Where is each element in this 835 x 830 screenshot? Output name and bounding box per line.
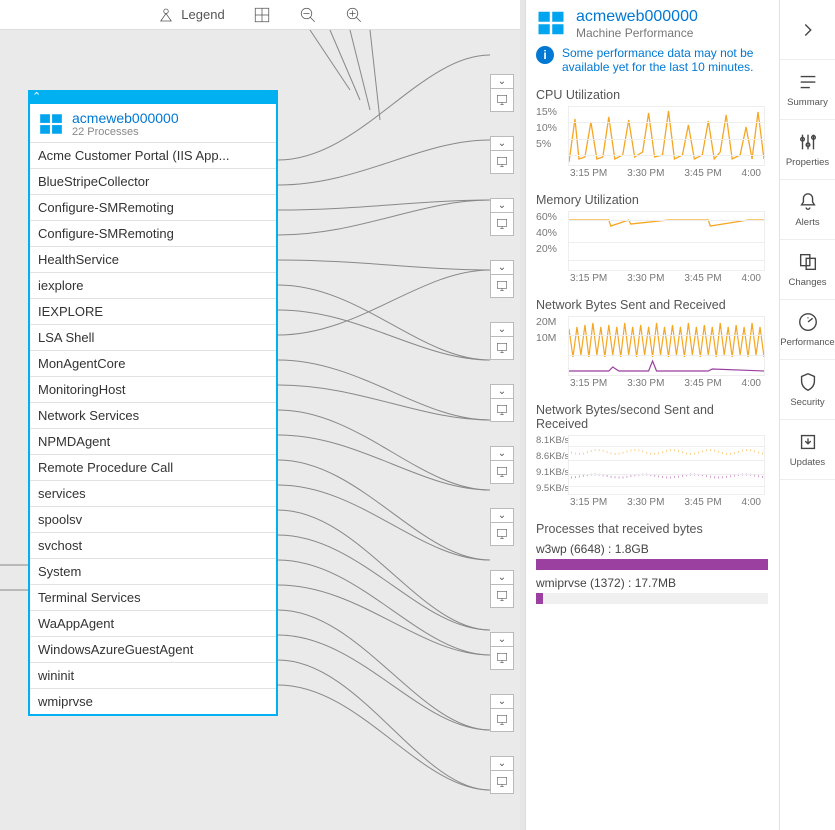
target-node[interactable]	[490, 460, 514, 484]
windows-icon	[536, 8, 566, 38]
target-node[interactable]	[490, 212, 514, 236]
target-node[interactable]	[490, 336, 514, 360]
sidenav-performance[interactable]: Performance	[780, 300, 835, 360]
target-expand[interactable]: ⌄	[490, 198, 514, 212]
recv-bar	[536, 559, 768, 570]
target-node[interactable]	[490, 584, 514, 608]
process-list: Acme Customer Portal (IIS App...BlueStri…	[30, 142, 276, 714]
target-node[interactable]	[490, 522, 514, 546]
process-item[interactable]: Acme Customer Portal (IIS App...	[30, 142, 276, 168]
recv-title: Processes that received bytes	[536, 522, 768, 536]
process-item[interactable]: wmiprvse	[30, 688, 276, 714]
process-item[interactable]: spoolsv	[30, 506, 276, 532]
target-expand[interactable]: ⌄	[490, 322, 514, 336]
target-node[interactable]	[490, 150, 514, 174]
target-node[interactable]	[490, 708, 514, 732]
recv-row: wmiprvse (1372) : 17.7MB	[536, 576, 768, 604]
recv-row: w3wp (6648) : 1.8GB	[536, 542, 768, 570]
zoom-in-icon	[345, 6, 363, 24]
mem-title: Memory Utilization	[536, 193, 768, 207]
process-item[interactable]: MonAgentCore	[30, 350, 276, 376]
target-node[interactable]	[490, 770, 514, 794]
legend-button[interactable]: Legend	[157, 6, 224, 24]
target-node[interactable]	[490, 274, 514, 298]
sidenav-security[interactable]: Security	[780, 360, 835, 420]
target-node[interactable]	[490, 398, 514, 422]
process-item[interactable]: IEXPLORE	[30, 298, 276, 324]
netbytes-title: Network Bytes Sent and Received	[536, 298, 768, 312]
performance-panel: acmeweb000000 Machine Performance i Some…	[525, 0, 780, 830]
recv-label: w3wp (6648) : 1.8GB	[536, 542, 768, 556]
panel-subtitle: Machine Performance	[576, 26, 698, 40]
legend-icon	[157, 6, 175, 24]
target-expand[interactable]: ⌄	[490, 694, 514, 708]
machine-node[interactable]: ⌃ acmeweb000000 22 Processes Acme Custom…	[28, 90, 278, 716]
target-expand[interactable]: ⌄	[490, 446, 514, 460]
netbytes-chart: 20M10M 3:15 PM3:30 PM3:45 PM4:00	[536, 316, 765, 389]
process-item[interactable]: WaAppAgent	[30, 610, 276, 636]
process-item[interactable]: wininit	[30, 662, 276, 688]
process-item[interactable]: System	[30, 558, 276, 584]
process-item[interactable]: iexplore	[30, 272, 276, 298]
process-item[interactable]: Network Services	[30, 402, 276, 428]
recv-label: wmiprvse (1372) : 17.7MB	[536, 576, 768, 590]
panel-header: acmeweb000000 Machine Performance	[536, 8, 768, 40]
sidenav-properties[interactable]: Properties	[780, 120, 835, 180]
node-subtitle: 22 Processes	[72, 126, 179, 138]
legend-label: Legend	[181, 7, 224, 22]
sidenav-changes[interactable]: Changes	[780, 240, 835, 300]
recv-bar	[536, 593, 768, 604]
target-expand[interactable]: ⌄	[490, 632, 514, 646]
target-expand[interactable]: ⌄	[490, 384, 514, 398]
windows-icon	[38, 111, 64, 137]
node-header[interactable]: ⌃	[30, 92, 276, 104]
process-item[interactable]: WindowsAzureGuestAgent	[30, 636, 276, 662]
target-expand[interactable]: ⌄	[490, 508, 514, 522]
target-expand[interactable]: ⌄	[490, 74, 514, 88]
target-expand[interactable]: ⌄	[490, 136, 514, 150]
target-node[interactable]	[490, 88, 514, 112]
target-expand[interactable]: ⌄	[490, 756, 514, 770]
process-item[interactable]: LSA Shell	[30, 324, 276, 350]
info-text: Some performance data may not be availab…	[562, 46, 768, 74]
process-item[interactable]: HealthService	[30, 246, 276, 272]
process-item[interactable]: Configure-SMRemoting	[30, 220, 276, 246]
process-item[interactable]: NPMDAgent	[30, 428, 276, 454]
dependency-map[interactable]: ⌃ acmeweb000000 22 Processes Acme Custom…	[0, 30, 520, 830]
process-item[interactable]: Remote Procedure Call	[30, 454, 276, 480]
fit-icon	[253, 6, 271, 24]
sidenav-alerts[interactable]: Alerts	[780, 180, 835, 240]
sidenav-updates[interactable]: Updates	[780, 420, 835, 480]
zoom-out-icon	[299, 6, 317, 24]
node-name: acmeweb000000	[72, 110, 179, 126]
cpu-title: CPU Utilization	[536, 88, 768, 102]
mem-chart: 60%40%20% 3:15 PM3:30 PM3:45 PM4:00	[536, 211, 765, 284]
process-item[interactable]: MonitoringHost	[30, 376, 276, 402]
info-icon: i	[536, 46, 554, 64]
target-expand[interactable]: ⌄	[490, 260, 514, 274]
target-column: ⌄ ⌄ ⌄ ⌄ ⌄ ⌄ ⌄ ⌄ ⌄ ⌄ ⌄ ⌄	[490, 50, 518, 800]
process-item[interactable]: Terminal Services	[30, 584, 276, 610]
netrate-title: Network Bytes/second Sent and Received	[536, 403, 768, 431]
process-item[interactable]: Configure-SMRemoting	[30, 194, 276, 220]
target-expand[interactable]: ⌄	[490, 570, 514, 584]
info-banner: i Some performance data may not be avail…	[536, 46, 768, 74]
zoom-in-button[interactable]	[345, 6, 363, 24]
fit-button[interactable]	[253, 6, 271, 24]
sidenav-expand[interactable]	[780, 0, 835, 60]
sidenav-summary[interactable]: Summary	[780, 60, 835, 120]
map-toolbar: Legend	[0, 0, 520, 30]
cpu-chart: 15%10%5% 3:15 PM3:30 PM3:45 PM4:00	[536, 106, 765, 179]
process-item[interactable]: services	[30, 480, 276, 506]
node-title-row: acmeweb000000 22 Processes	[30, 104, 276, 142]
process-item[interactable]: svchost	[30, 532, 276, 558]
side-nav: SummaryPropertiesAlertsChangesPerformanc…	[779, 0, 835, 830]
panel-title: acmeweb000000	[576, 8, 698, 26]
netrate-chart: 8.1KB/s8.6KB/s9.1KB/s9.5KB/s 3:15 PM3:30…	[536, 435, 765, 508]
collapse-icon[interactable]: ⌃	[32, 90, 41, 103]
target-node[interactable]	[490, 646, 514, 670]
zoom-out-button[interactable]	[299, 6, 317, 24]
process-item[interactable]: BlueStripeCollector	[30, 168, 276, 194]
